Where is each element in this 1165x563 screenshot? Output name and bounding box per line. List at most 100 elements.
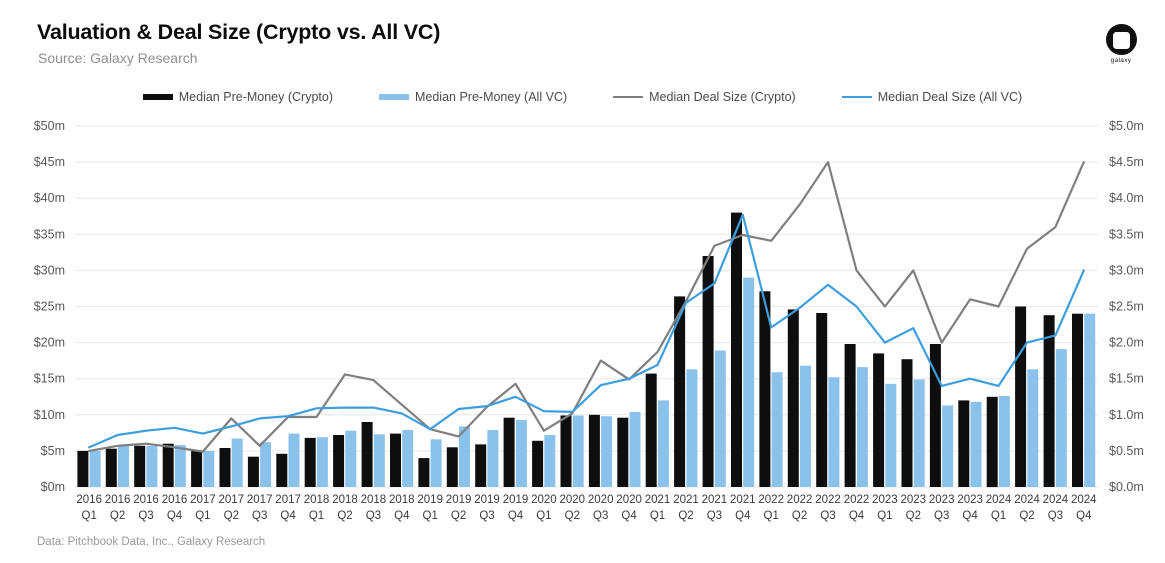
legend-line-swatch [841, 95, 872, 99]
bar [288, 433, 300, 487]
bar [958, 400, 970, 487]
bar [674, 296, 686, 487]
x-axis-tick: 2021 Q4 [730, 494, 756, 522]
bar [588, 414, 600, 487]
galaxy-logo-text: galaxy [1110, 57, 1132, 64]
legend-label: Median Deal Size (Crypto) [649, 90, 796, 104]
x-axis-tick: 2017 Q1 [190, 494, 216, 522]
bar [856, 367, 868, 487]
bar [970, 401, 982, 487]
x-axis-tick: 2017 Q2 [219, 494, 245, 522]
bar [714, 350, 726, 487]
y-axis-left-tick: $5m [41, 444, 65, 458]
x-axis-tick: 2021 Q2 [673, 494, 699, 522]
bar [430, 439, 442, 487]
data-attribution: Data: Pitchbook Data, Inc., Galaxy Resea… [37, 536, 266, 548]
bar [686, 369, 698, 487]
y-axis-right-tick: $1.5m [1109, 372, 1144, 386]
bar [390, 433, 401, 487]
legend-item-3: Median Deal Size (All VC) [841, 90, 1022, 104]
y-axis-right-tick: $0.5m [1109, 444, 1144, 458]
bar [487, 430, 499, 487]
bar [333, 435, 345, 487]
legend-item-0: Median Pre-Money (Crypto) [142, 90, 333, 104]
x-axis-tick: 2022 Q2 [787, 494, 813, 522]
bar [913, 379, 925, 487]
bar [203, 450, 215, 487]
y-axis-right-tick: $3.0m [1109, 263, 1144, 277]
bar [146, 445, 158, 487]
x-axis-tick: 2023 Q2 [901, 494, 927, 522]
bar [1027, 369, 1039, 487]
bar [844, 344, 856, 487]
legend-label: Median Pre-Money (Crypto) [178, 90, 333, 104]
bar [901, 359, 913, 487]
bar [998, 396, 1010, 487]
x-axis-tick: 2024 Q2 [1014, 494, 1040, 522]
bar [89, 450, 101, 487]
x-axis-tick: 2019 Q1 [417, 494, 443, 522]
bar [560, 415, 572, 487]
legend-bar-swatch [142, 94, 173, 100]
x-axis-tick: 2023 Q3 [929, 494, 955, 522]
galaxy-logo-icon [1105, 24, 1137, 55]
legend-label: Median Pre-Money (All VC) [414, 90, 568, 104]
bar [219, 448, 231, 487]
bar [816, 313, 828, 487]
y-axis-right-tick: $4.0m [1109, 191, 1144, 205]
x-axis-tick: 2022 Q4 [844, 494, 870, 522]
y-axis-right-tick: $0.0m [1109, 480, 1144, 494]
x-axis-tick: 2018 Q3 [361, 494, 387, 522]
bar [276, 453, 288, 487]
x-axis-tick: 2016 Q3 [133, 494, 159, 522]
bar [702, 256, 714, 487]
bar [105, 448, 117, 487]
x-axis-tick: 2018 Q4 [389, 494, 415, 522]
x-axis-tick: 2016 Q4 [162, 494, 188, 522]
bar [402, 430, 414, 487]
y-axis-left-tick: $0m [41, 480, 65, 494]
bar [1055, 349, 1067, 487]
x-axis-tick: 2020 Q3 [588, 494, 614, 522]
y-axis-left-tick: $35m [34, 227, 65, 241]
bar [544, 435, 556, 487]
bar [304, 437, 316, 487]
bar [118, 445, 129, 487]
x-axis-tick: 2018 Q2 [332, 494, 358, 522]
x-axis-tick: 2021 Q1 [645, 494, 671, 522]
y-axis-left-tick: $40m [34, 191, 65, 205]
bar [162, 443, 174, 487]
series-median-pre-money-crypto- [77, 212, 1083, 488]
y-axis-right-tick: $2.0m [1109, 336, 1144, 350]
bar [418, 458, 430, 487]
source-subtitle: Source: Galaxy Research [38, 50, 198, 66]
x-axis-tick: 2021 Q3 [702, 494, 728, 522]
x-axis-tick: 2020 Q4 [616, 494, 642, 522]
bar [247, 456, 259, 487]
y-axis-left-tick: $45m [34, 155, 65, 169]
y-axis-left-tick: $15m [34, 372, 65, 386]
y-axis-right-tick: $5.0m [1109, 119, 1144, 133]
bar [617, 417, 629, 487]
bar [361, 422, 373, 487]
series-median-pre-money-all-vc- [89, 277, 1096, 487]
x-axis-tick: 2017 Q3 [247, 494, 273, 522]
galaxy-logo: galaxy [1099, 24, 1143, 64]
bar [174, 445, 186, 487]
bar [771, 372, 783, 487]
bar [929, 344, 941, 487]
y-axis-left-tick: $50m [34, 119, 65, 133]
line-series-median-deal-size-all-vc- [88, 213, 1085, 449]
x-axis-tick: 2024 Q1 [986, 494, 1012, 522]
legend-item-2: Median Deal Size (Crypto) [613, 90, 796, 104]
y-axis-left-tick: $20m [34, 336, 65, 350]
bar [316, 437, 328, 487]
y-axis-right-tick: $1.0m [1109, 408, 1144, 422]
bar [515, 419, 527, 487]
x-axis-tick: 2020 Q2 [560, 494, 586, 522]
x-axis-tick: 2023 Q4 [957, 494, 983, 522]
x-axis-tick: 2022 Q1 [758, 494, 784, 522]
bar [657, 400, 669, 487]
